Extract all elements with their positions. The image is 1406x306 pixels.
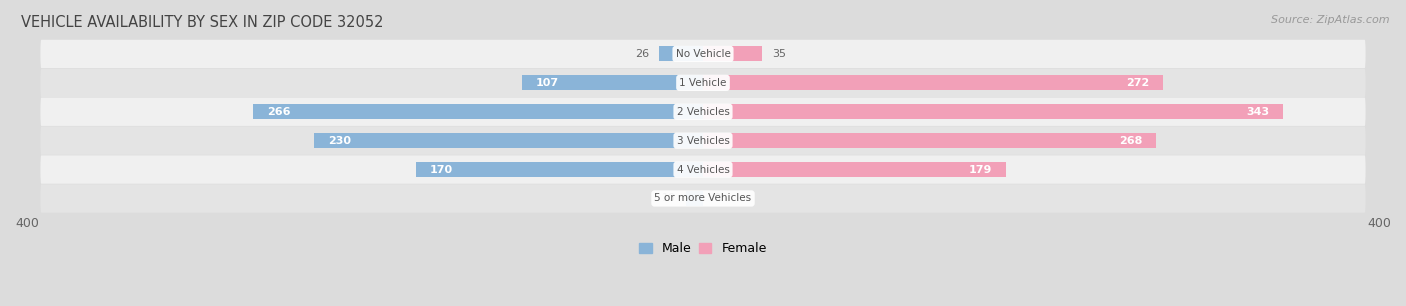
Text: 4 Vehicles: 4 Vehicles (676, 165, 730, 174)
Bar (703, 47, 762, 62)
FancyBboxPatch shape (41, 40, 1365, 68)
Bar (522, 75, 703, 90)
FancyBboxPatch shape (41, 126, 1365, 155)
Text: 343: 343 (1246, 107, 1270, 117)
Text: 10: 10 (662, 193, 676, 203)
Text: 179: 179 (969, 165, 993, 174)
Text: 0: 0 (713, 193, 720, 203)
Bar (686, 191, 703, 206)
FancyBboxPatch shape (41, 69, 1365, 97)
Legend: Male, Female: Male, Female (640, 242, 766, 255)
Text: 1 Vehicle: 1 Vehicle (679, 78, 727, 88)
Text: 268: 268 (1119, 136, 1143, 146)
FancyBboxPatch shape (41, 184, 1365, 213)
Text: 230: 230 (328, 136, 350, 146)
Bar (315, 133, 703, 148)
FancyBboxPatch shape (41, 155, 1365, 184)
Text: No Vehicle: No Vehicle (675, 49, 731, 59)
Bar (703, 133, 1156, 148)
Text: 5 or more Vehicles: 5 or more Vehicles (654, 193, 752, 203)
Text: 107: 107 (536, 78, 558, 88)
Bar (703, 104, 1282, 119)
Text: 3 Vehicles: 3 Vehicles (676, 136, 730, 146)
Text: Source: ZipAtlas.com: Source: ZipAtlas.com (1271, 15, 1389, 25)
Text: VEHICLE AVAILABILITY BY SEX IN ZIP CODE 32052: VEHICLE AVAILABILITY BY SEX IN ZIP CODE … (21, 15, 384, 30)
Text: 272: 272 (1126, 78, 1149, 88)
Bar (253, 104, 703, 119)
Text: 35: 35 (772, 49, 786, 59)
Text: 2 Vehicles: 2 Vehicles (676, 107, 730, 117)
Text: 26: 26 (634, 49, 650, 59)
Bar (703, 75, 1163, 90)
Text: 266: 266 (267, 107, 291, 117)
FancyBboxPatch shape (41, 98, 1365, 126)
Text: 170: 170 (429, 165, 453, 174)
Bar (659, 47, 703, 62)
Bar (416, 162, 703, 177)
Bar (703, 162, 1005, 177)
